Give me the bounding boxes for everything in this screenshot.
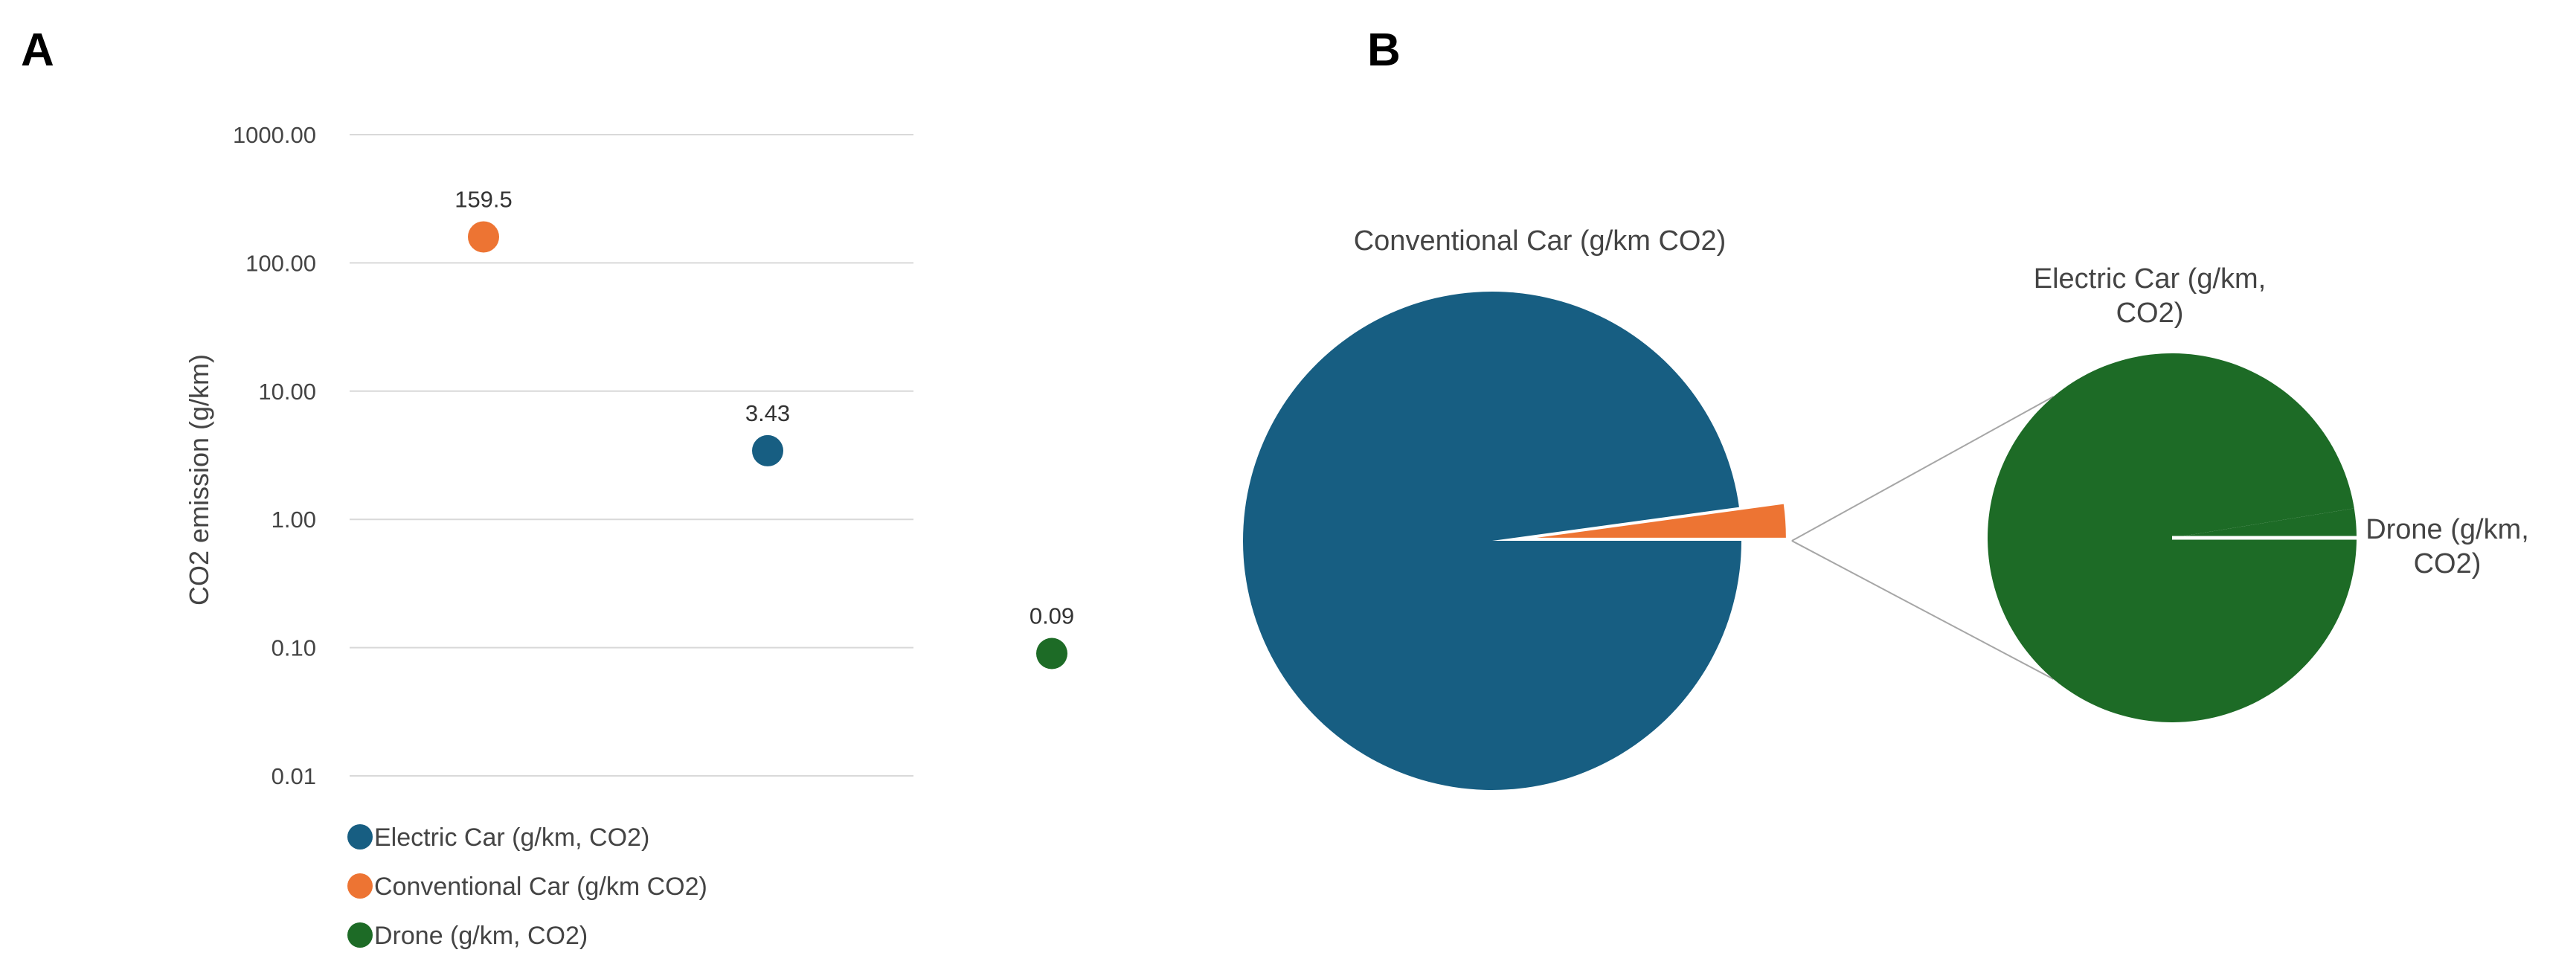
main-pie-other-slice bbox=[1536, 504, 1786, 538]
secondary-pie bbox=[1987, 353, 2358, 723]
scatter-points bbox=[468, 221, 1067, 669]
legend-label: Drone (g/km, CO2) bbox=[374, 922, 588, 950]
pie-connector-lines bbox=[1791, 396, 2055, 680]
data-label: 159.5 bbox=[455, 186, 513, 212]
panel-b-label: B bbox=[1367, 25, 1401, 76]
grid-lines bbox=[350, 134, 913, 777]
main-pie-label: Conventional Car (g/km CO2) bbox=[1354, 225, 1727, 257]
scatter-data-labels: 3.43 159.5 0.09 bbox=[455, 186, 1074, 629]
y-tick-label: 1.00 bbox=[272, 507, 316, 533]
legend-label: Electric Car (g/km, CO2) bbox=[374, 823, 649, 852]
connector-line bbox=[1791, 396, 2055, 542]
legend-label: Conventional Car (g/km CO2) bbox=[374, 873, 707, 901]
main-pie bbox=[1243, 292, 1786, 791]
y-tick-label: 10.00 bbox=[258, 379, 316, 405]
scatter-point bbox=[468, 221, 499, 253]
y-tick-label: 1000.00 bbox=[233, 122, 316, 148]
y-tick-label: 0.10 bbox=[272, 635, 316, 661]
y-tick-label: 0.01 bbox=[272, 763, 316, 789]
main-pie-slice bbox=[1243, 292, 1741, 791]
legend-item: Conventional Car (g/km CO2) bbox=[347, 873, 707, 901]
secondary-pie-label-electric: Electric Car (g/km, CO2) bbox=[2034, 263, 2266, 329]
legend-swatch bbox=[347, 824, 373, 850]
panel-a-label: A bbox=[21, 25, 54, 76]
secondary-pie-label-drone: Drone (g/km, CO2) bbox=[2365, 514, 2529, 579]
data-label: 0.09 bbox=[1030, 603, 1074, 629]
pie-of-pie-chart: Conventional Car (g/km CO2) Electric Car … bbox=[1243, 225, 2529, 791]
data-label: 3.43 bbox=[745, 400, 790, 426]
legend-item: Electric Car (g/km, CO2) bbox=[347, 823, 649, 852]
y-axis-title: CO2 emission (g/km) bbox=[184, 354, 214, 606]
legend-swatch bbox=[347, 922, 373, 948]
y-tick-labels: 1000.00 100.00 10.00 1.00 0.10 0.01 bbox=[233, 122, 316, 789]
scatter-chart: 1000.00 100.00 10.00 1.00 0.10 0.01 CO2 emiss… bbox=[184, 122, 1074, 950]
scatter-point bbox=[752, 434, 783, 466]
connector-line bbox=[1791, 540, 2055, 680]
secondary-pie-slice bbox=[2172, 508, 2357, 538]
legend-item: Drone (g/km, CO2) bbox=[347, 922, 588, 950]
pie-labels: Conventional Car (g/km CO2) Electric Car … bbox=[1354, 225, 2529, 579]
scatter-point bbox=[1036, 638, 1067, 669]
y-tick-label: 100.00 bbox=[245, 250, 316, 276]
legend-swatch bbox=[347, 873, 373, 899]
legend: Electric Car (g/km, CO2) Conventional Car… bbox=[347, 823, 707, 950]
